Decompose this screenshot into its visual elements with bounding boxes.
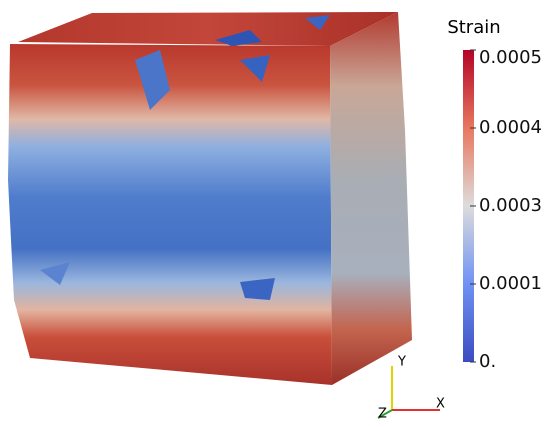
x-axis-label: X	[436, 397, 445, 412]
cube	[8, 12, 412, 385]
blue-patch	[40, 262, 70, 285]
cube-top	[18, 12, 398, 46]
z-axis-arrow	[377, 409, 393, 419]
colorbar-ramp	[463, 50, 474, 362]
blue-patch	[240, 55, 270, 82]
colorbar-title: Strain	[447, 17, 500, 38]
cube-side	[330, 12, 412, 385]
tick-label: 0.0003	[479, 195, 542, 216]
axes-triad: Y X Z	[377, 355, 445, 422]
cube-front	[8, 44, 332, 385]
z-axis-label: Z	[378, 407, 387, 422]
y-axis-label: Y	[397, 355, 406, 370]
blue-patch	[240, 278, 275, 300]
blue-patch	[305, 15, 330, 30]
tick-label: 0.0001	[479, 273, 542, 294]
tick-label: 0.0005	[479, 47, 542, 68]
blue-patch	[215, 30, 262, 46]
colorbar: Strain 0.0005 0.0004 0.0003 0.0001 0.	[447, 17, 542, 372]
tick-label: 0.	[479, 351, 496, 372]
blue-patch	[135, 50, 170, 110]
tick-label: 0.0004	[479, 117, 542, 138]
